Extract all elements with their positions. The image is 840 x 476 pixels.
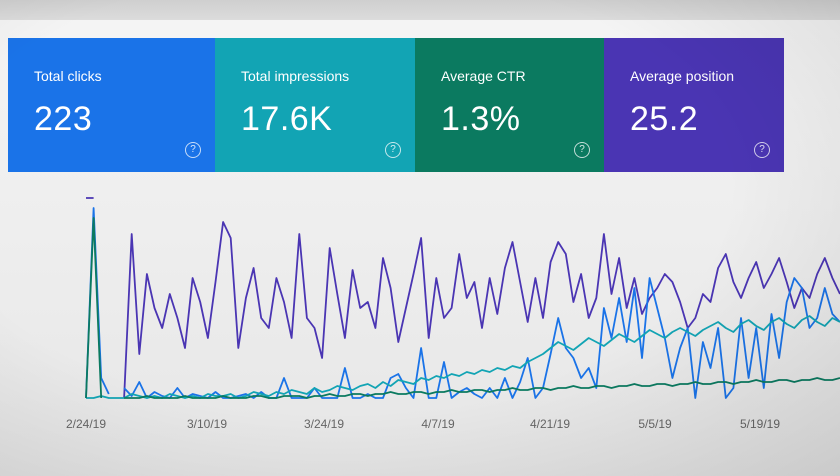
metric-value: 223 xyxy=(34,100,93,138)
metric-card-average-position[interactable]: Average position 25.2 ? xyxy=(604,38,784,172)
series-ctr-line xyxy=(85,217,840,399)
help-circle-icon[interactable]: ? xyxy=(385,142,401,158)
metric-value: 25.2 xyxy=(630,100,699,138)
series-position-line xyxy=(86,197,840,399)
performance-line-chart: 2/24/19 3/10/19 3/24/19 4/7/19 4/21/19 5/5/19… xyxy=(66,197,840,431)
monitor-top-bezel xyxy=(0,0,840,20)
metric-card-average-ctr[interactable]: Average CTR 1.3% ? xyxy=(415,38,604,172)
metric-value: 17.6K xyxy=(241,100,333,138)
series-impressions-line xyxy=(86,315,840,399)
metric-card-total-impressions[interactable]: Total impressions 17.6K ? xyxy=(215,38,415,172)
chart-series xyxy=(85,197,840,399)
metric-card-total-clicks[interactable]: Total clicks 223 ? xyxy=(8,38,215,172)
help-circle-icon[interactable]: ? xyxy=(574,142,590,158)
series-clicks-line xyxy=(85,207,840,399)
metric-label: Total impressions xyxy=(241,68,350,84)
help-circle-icon[interactable]: ? xyxy=(185,142,201,158)
x-tick-label: 4/21/19 xyxy=(530,417,570,431)
metric-label: Total clicks xyxy=(34,68,102,84)
metric-cards: Total clicks 223 ? Total impressions 17.… xyxy=(8,38,784,172)
x-axis-ticks: 2/24/19 3/10/19 3/24/19 4/7/19 4/21/19 5/5/19… xyxy=(66,417,780,431)
help-circle-icon[interactable]: ? xyxy=(754,142,770,158)
metric-label: Average CTR xyxy=(441,68,526,84)
x-tick-label: 5/5/19 xyxy=(638,417,672,431)
x-tick-label: 4/7/19 xyxy=(421,417,455,431)
x-tick-label: 2/24/19 xyxy=(66,417,106,431)
x-tick-label: 5/19/19 xyxy=(740,417,780,431)
x-tick-label: 3/24/19 xyxy=(304,417,344,431)
x-tick-label: 3/10/19 xyxy=(187,417,227,431)
metric-value: 1.3% xyxy=(441,100,521,138)
metric-label: Average position xyxy=(630,68,735,84)
